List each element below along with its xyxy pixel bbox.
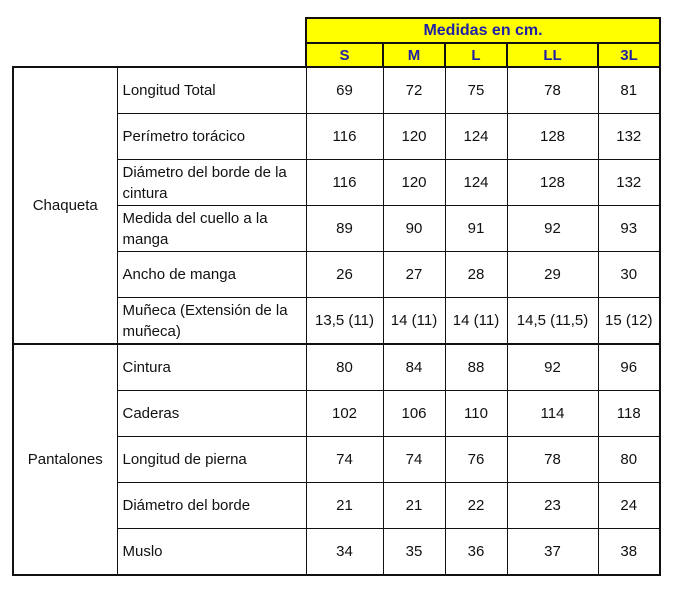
row-label: Medida del cuello a la manga [116, 205, 307, 252]
header-title: Medidas en cm. [304, 17, 662, 44]
value-cell: 29 [506, 251, 599, 298]
value-cell: 74 [382, 436, 446, 483]
value-cell: 124 [444, 113, 508, 160]
size-header: Medidas en cm. S M L LL 3L [304, 17, 662, 68]
value-cell: 74 [305, 436, 384, 483]
table-row: Ancho de manga 26 27 28 29 30 [13, 251, 661, 298]
value-cell: 114 [506, 390, 599, 437]
value-cell: 90 [382, 205, 446, 252]
table-row: Perímetro torácico 116 120 124 128 132 [13, 113, 661, 160]
row-label: Diámetro del borde de la cintura [116, 159, 307, 206]
size-header-3l: 3L [596, 42, 662, 68]
size-header-s: S [305, 42, 384, 68]
table-row: Caderas 102 106 110 114 118 [13, 390, 661, 437]
row-label: Longitud de pierna [116, 436, 307, 483]
value-cell: 37 [506, 528, 599, 576]
value-cell: 21 [305, 482, 384, 529]
table-row: Diámetro del borde de la cintura 116 120 12… [13, 159, 661, 206]
row-label: Muslo [116, 528, 307, 576]
value-cell: 81 [597, 66, 661, 114]
row-label: Longitud Total [116, 66, 307, 114]
value-cell: 116 [305, 113, 384, 160]
table-row: Chaqueta Longitud Total 69 72 75 78 81 [12, 66, 661, 345]
value-cell: 30 [597, 251, 661, 298]
table-row: Muslo 34 35 36 37 38 [13, 528, 661, 576]
value-cell: 76 [444, 436, 508, 483]
value-cell: 96 [597, 343, 661, 391]
value-cell: 80 [597, 436, 661, 483]
value-cell: 14 (11) [382, 297, 446, 345]
value-cell: 69 [305, 66, 384, 114]
value-cell: 88 [444, 343, 508, 391]
value-cell: 102 [305, 390, 384, 437]
value-cell: 22 [444, 482, 508, 529]
value-cell: 72 [382, 66, 446, 114]
value-cell: 14,5 (11,5) [506, 297, 599, 345]
value-cell: 124 [444, 159, 508, 206]
value-cell: 92 [506, 343, 599, 391]
value-cell: 92 [506, 205, 599, 252]
size-header-ll: LL [506, 42, 599, 68]
value-cell: 26 [305, 251, 384, 298]
value-cell: 84 [382, 343, 446, 391]
value-cell: 24 [597, 482, 661, 529]
value-cell: 120 [382, 159, 446, 206]
value-cell: 13,5 (11) [305, 297, 384, 345]
measurements-table: Chaqueta Longitud Total 69 72 75 78 81 Perímetr… [12, 66, 661, 576]
value-cell: 110 [444, 390, 508, 437]
value-cell: 28 [444, 251, 508, 298]
row-label: Diámetro del borde [116, 482, 307, 529]
row-label: Ancho de manga [116, 251, 307, 298]
value-cell: 15 (12) [597, 297, 661, 345]
value-cell: 36 [444, 528, 508, 576]
value-cell: 91 [444, 205, 508, 252]
row-label: Muñeca (Extensión de la muñeca) [116, 297, 307, 345]
value-cell: 75 [444, 66, 508, 114]
group-label: Pantalones [12, 343, 118, 576]
value-cell: 116 [305, 159, 384, 206]
value-cell: 120 [382, 113, 446, 160]
table-row: Diámetro del borde 21 21 22 23 24 [13, 482, 661, 529]
value-cell: 89 [305, 205, 384, 252]
value-cell: 27 [382, 251, 446, 298]
value-cell: 80 [305, 343, 384, 391]
value-cell: 38 [597, 528, 661, 576]
size-header-m: M [382, 42, 446, 68]
table-row: Pantalones Cintura 80 84 88 92 96 [12, 343, 661, 576]
row-label: Cintura [116, 343, 307, 391]
group-label: Chaqueta [12, 66, 118, 345]
value-cell: 128 [506, 159, 599, 206]
value-cell: 106 [382, 390, 446, 437]
table-row: Muñeca (Extensión de la muñeca) 13,5 (11)… [13, 297, 661, 345]
value-cell: 132 [597, 113, 661, 160]
value-cell: 35 [382, 528, 446, 576]
value-cell: 132 [597, 159, 661, 206]
size-header-l: L [444, 42, 508, 68]
value-cell: 23 [506, 482, 599, 529]
row-label: Perímetro torácico [116, 113, 307, 160]
value-cell: 78 [506, 436, 599, 483]
value-cell: 34 [305, 528, 384, 576]
row-label: Caderas [116, 390, 307, 437]
value-cell: 118 [597, 390, 661, 437]
value-cell: 93 [597, 205, 661, 252]
value-cell: 14 (11) [444, 297, 508, 345]
value-cell: 78 [506, 66, 599, 114]
value-cell: 21 [382, 482, 446, 529]
value-cell: 128 [506, 113, 599, 160]
